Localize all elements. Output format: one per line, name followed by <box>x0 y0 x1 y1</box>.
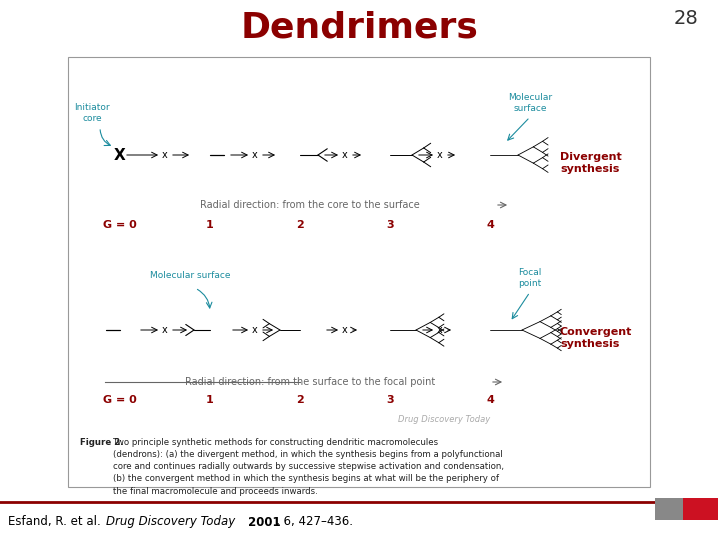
Text: x: x <box>437 150 443 160</box>
Text: x: x <box>342 325 348 335</box>
Text: Figure 2.: Figure 2. <box>80 438 127 447</box>
Text: 2: 2 <box>296 395 304 405</box>
Text: 4: 4 <box>486 395 494 405</box>
Text: x: x <box>252 325 258 335</box>
Text: Drug Discovery Today: Drug Discovery Today <box>106 516 235 529</box>
Text: x: x <box>252 150 258 160</box>
Text: Radial direction: from the surface to the focal point: Radial direction: from the surface to th… <box>185 377 435 387</box>
Text: Focal
point: Focal point <box>518 268 541 288</box>
Text: 3: 3 <box>386 220 394 230</box>
Text: Divergent
synthesis: Divergent synthesis <box>560 152 622 174</box>
Text: Radial direction: from the core to the surface: Radial direction: from the core to the s… <box>200 200 420 210</box>
Text: Convergent
synthesis: Convergent synthesis <box>560 327 632 349</box>
Text: x: x <box>162 325 168 335</box>
Text: Dendrimers: Dendrimers <box>241 11 479 45</box>
Text: Initiator
core: Initiator core <box>74 103 110 123</box>
Text: , 6, 427–436.: , 6, 427–436. <box>276 516 353 529</box>
Text: x: x <box>437 325 443 335</box>
Text: Two principle synthetic methods for constructing dendritic macromolecules
(dendr: Two principle synthetic methods for cons… <box>113 438 504 496</box>
Text: 3: 3 <box>386 395 394 405</box>
Text: 4: 4 <box>486 220 494 230</box>
Text: x: x <box>342 150 348 160</box>
Bar <box>683 498 718 520</box>
Text: 1: 1 <box>206 220 214 230</box>
Text: 2: 2 <box>296 220 304 230</box>
Text: G = 0: G = 0 <box>103 220 137 230</box>
Text: 1: 1 <box>206 395 214 405</box>
Bar <box>68 57 650 487</box>
Text: X: X <box>114 147 126 163</box>
Text: 28: 28 <box>674 9 698 28</box>
Text: Drug Discovery Today: Drug Discovery Today <box>397 415 490 424</box>
Text: Esfand, R. et al.: Esfand, R. et al. <box>8 516 104 529</box>
Text: Molecular surface: Molecular surface <box>150 271 230 280</box>
Bar <box>655 498 683 520</box>
Text: G = 0: G = 0 <box>103 395 137 405</box>
Text: Molecular
surface: Molecular surface <box>508 93 552 113</box>
Text: 2001: 2001 <box>244 516 281 529</box>
Text: x: x <box>162 150 168 160</box>
